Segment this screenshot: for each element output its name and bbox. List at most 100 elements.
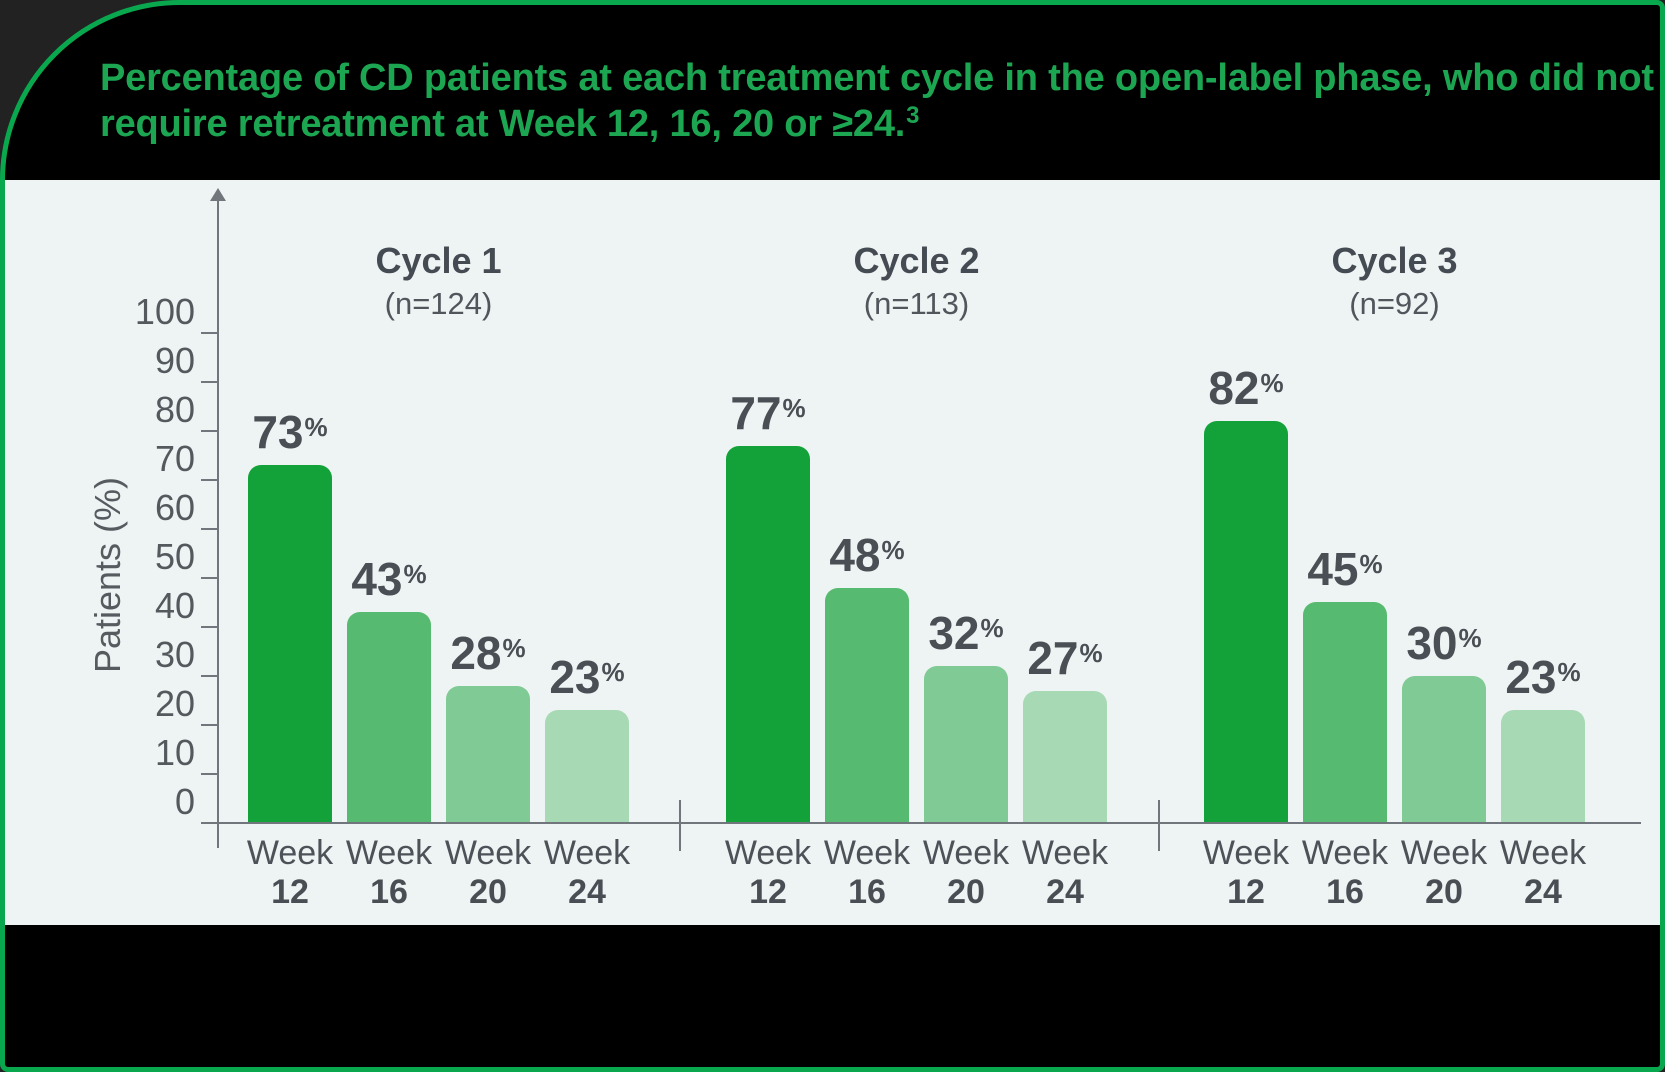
cycle-group: Cycle 2 (n=113) 77% Week 12 48% Week 16 32% Week 2…: [725, 180, 1108, 912]
y-axis-tick-label: 100: [134, 291, 195, 332]
bar-value-percent-sign: %: [881, 535, 905, 565]
bar-value-label: 23%: [1505, 654, 1580, 700]
bar-week-24: [545, 710, 629, 823]
chart-title-line2-text: require retreatment at Week 12, 16, 20 o…: [100, 103, 906, 145]
x-axis-category-label: Week 24: [544, 835, 630, 912]
bar-value-label: 27%: [1027, 635, 1102, 681]
cycle-group: Cycle 3 (n=92) 82% Week 12 45% Week 16 30% Week 20…: [1203, 180, 1586, 912]
y-axis-tick: [201, 577, 217, 579]
y-axis-tick: [201, 332, 217, 334]
bar-value-label: 30%: [1406, 620, 1482, 666]
bar-value-percent-sign: %: [1458, 623, 1482, 653]
bar-week-24: [1023, 691, 1107, 823]
y-axis-tick: [201, 430, 217, 432]
week-number: 24: [568, 873, 606, 911]
x-axis-line: [217, 822, 1641, 824]
y-axis-tick: [201, 724, 217, 726]
bar-week-24: [1501, 710, 1585, 823]
cycle-divider-line: [679, 800, 681, 851]
bar-value-label: 82%: [1208, 365, 1283, 411]
x-axis-category-label: Week 20: [923, 835, 1009, 912]
y-axis-tick-label: 0: [174, 781, 195, 822]
bar-value-label: 28%: [450, 630, 526, 676]
bar-value-label: 32%: [928, 610, 1004, 656]
week-word: Week: [922, 834, 1010, 872]
cycle-n-label: (n=92): [1349, 286, 1440, 321]
cycle-name: Cycle 1: [375, 240, 502, 281]
bar-week-20: [446, 686, 530, 823]
bar-value-number: 30: [1406, 617, 1458, 669]
cycle-name: Cycle 2: [853, 240, 980, 281]
week-number: 24: [1046, 873, 1084, 911]
week-number: 12: [271, 873, 309, 911]
bar-value-number: 43: [351, 553, 403, 605]
bar-value-label: 73%: [252, 409, 327, 455]
bar-value-label: 77%: [730, 390, 806, 436]
x-axis-category-label: Week 12: [725, 835, 811, 912]
bar-value-label: 48%: [829, 532, 905, 578]
bar-value-number: 45: [1307, 543, 1359, 595]
y-axis-tick-label: 60: [154, 487, 195, 528]
cycle-name: Cycle 3: [1331, 240, 1458, 281]
week-number: 16: [370, 873, 408, 911]
x-axis-category-label: Week 20: [445, 835, 531, 912]
x-axis-category-label: Week 24: [1022, 835, 1108, 912]
week-number: 20: [469, 873, 507, 911]
chart-title: Percentage of CD patients at each treatm…: [100, 55, 1654, 152]
week-number: 16: [848, 873, 886, 911]
y-axis-tick-label: 80: [154, 389, 195, 430]
x-axis-category-label: Week 16: [1302, 835, 1388, 912]
bar-value-percent-sign: %: [980, 613, 1004, 643]
y-axis-tick: [201, 479, 217, 481]
week-word: Week: [823, 834, 911, 872]
bar-value-number: 82: [1208, 362, 1260, 414]
week-word: Week: [345, 834, 433, 872]
week-number: 20: [947, 873, 985, 911]
week-word: Week: [1499, 834, 1587, 872]
y-axis-tick-label: 40: [154, 585, 195, 626]
x-axis-category-label: Week 16: [824, 835, 910, 912]
y-axis-tick: [201, 822, 217, 824]
y-axis-arrow-icon: [210, 188, 226, 201]
bar-week-16: [1303, 602, 1387, 823]
bar-value-percent-sign: %: [403, 559, 427, 589]
y-axis-tick-label: 90: [154, 340, 195, 381]
week-number: 20: [1425, 873, 1463, 911]
bar-week-12: [1204, 421, 1288, 823]
bar-week-12: [726, 446, 810, 823]
week-word: Week: [1202, 834, 1290, 872]
bar-value-number: 28: [450, 627, 502, 679]
week-number: 12: [749, 873, 787, 911]
y-axis-tick-label: 10: [154, 732, 195, 773]
chart-title-line2: require retreatment at Week 12, 16, 20 o…: [100, 101, 1654, 152]
week-number: 12: [1227, 873, 1265, 911]
bar-value-number: 23: [549, 651, 601, 703]
y-axis-tick: [201, 381, 217, 383]
cycle-n-label: (n=124): [384, 286, 493, 321]
bar-value-number: 73: [252, 406, 304, 458]
bar-week-20: [924, 666, 1008, 823]
week-word: Week: [246, 834, 334, 872]
week-number: 16: [1326, 873, 1364, 911]
y-axis-tick: [201, 626, 217, 628]
y-axis-tick: [201, 675, 217, 677]
week-number: 24: [1524, 873, 1562, 911]
chart-title-line1: Percentage of CD patients at each treatm…: [100, 57, 1654, 99]
bar-value-percent-sign: %: [782, 393, 806, 423]
x-axis-category-label: Week 20: [1401, 835, 1487, 912]
week-word: Week: [724, 834, 812, 872]
bar-value-number: 77: [730, 387, 782, 439]
chart-panel: Patients (%) 0 10 20 30 40 50 60 70 80 90 100 Cycl…: [5, 180, 1660, 925]
bar-week-20: [1402, 676, 1486, 823]
cycle-group: Cycle 1 (n=124) 73% Week 12 43% Week 16 28% Week 2…: [247, 180, 630, 912]
bar-value-label: 45%: [1307, 546, 1383, 592]
bar-value-percent-sign: %: [502, 633, 526, 663]
bar-value-percent-sign: %: [1359, 549, 1383, 579]
cycle-n-label: (n=113): [863, 286, 970, 321]
cycle-divider-line: [1158, 800, 1160, 851]
week-word: Week: [444, 834, 532, 872]
y-axis-tick: [201, 528, 217, 530]
week-word: Week: [1400, 834, 1488, 872]
bar-value-label: 23%: [549, 654, 624, 700]
